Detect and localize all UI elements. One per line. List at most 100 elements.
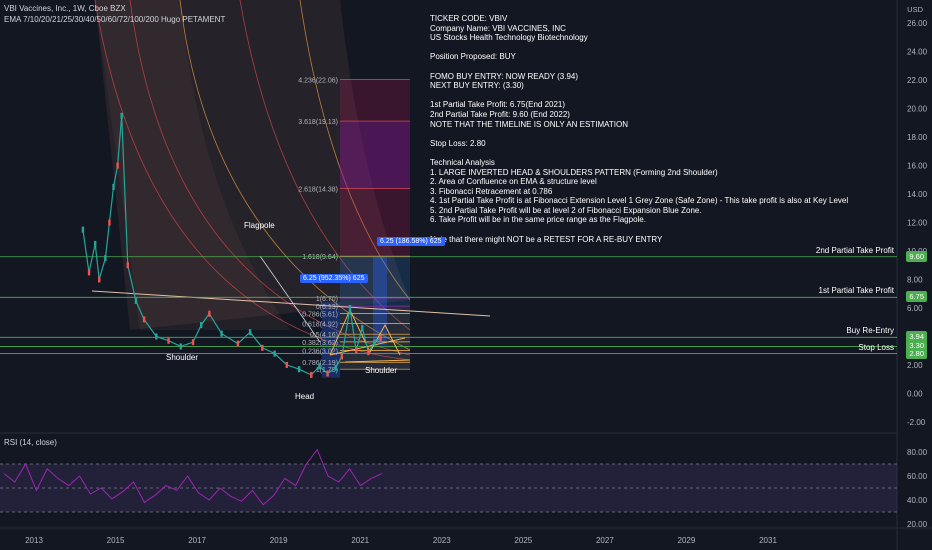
rsi-tick-3: 20.00: [907, 520, 928, 529]
fibonacci-fan-shading: [95, 0, 410, 330]
y-tick-9: 8.00: [907, 276, 923, 285]
y-tick-7: 12.00: [907, 219, 928, 228]
flagpole-pointer-line: [259, 255, 321, 343]
price-candle-16: [199, 322, 203, 329]
head-label: Head: [295, 392, 315, 401]
rsi-tick-2: 40.00: [907, 496, 928, 505]
projection-box-upper-label: 6.25 (186.58%) 625: [377, 237, 445, 246]
price-candle-3: [98, 276, 101, 283]
fib-label-9: 0.382(3.62): [302, 340, 338, 347]
projection-box-upper: [373, 256, 387, 345]
fan-arc-1: [179, 0, 411, 351]
triangle-pattern: [329, 308, 401, 356]
price-candle-29: [340, 353, 344, 360]
level-price-tag-1: 6.75: [906, 291, 927, 303]
fan-arc-3: [299, 0, 411, 301]
y-tick-14: -2.00: [907, 418, 926, 427]
currency-label: USD: [907, 5, 923, 14]
fib-label-2: 2.618(14.38): [298, 187, 338, 194]
price-candle-18: [220, 330, 223, 337]
level-label-2: Buy Re-Entry: [846, 326, 894, 336]
price-candle-2: [93, 240, 97, 247]
shoulder-right-label: Shoulder: [365, 366, 398, 375]
y-tick-12: 2.00: [907, 361, 923, 370]
y-tick-1: 24.00: [907, 48, 928, 57]
fan-arc-0: [94, 0, 411, 361]
fib-label-0: 4.236(22.06): [298, 77, 338, 84]
price-candle-4: [104, 255, 107, 262]
flagpole-label: Flagpole: [244, 221, 275, 230]
price-candle-9: [126, 262, 129, 269]
level-price-tag-4: 2.80: [906, 347, 927, 359]
price-candle-15: [191, 339, 195, 346]
triangle-lower-bound: [344, 359, 411, 363]
price-candle-30: [348, 304, 352, 311]
price-candle-35: [379, 334, 382, 341]
x-tick-0: 2013: [25, 536, 43, 545]
x-tick-6: 2025: [514, 536, 532, 545]
x-tick-1: 2015: [107, 536, 125, 545]
projection-box-lower: [322, 302, 340, 378]
x-tick-2: 2017: [188, 536, 206, 545]
price-candle-12: [155, 333, 158, 340]
level-label-0: 2nd Partial Take Profit: [815, 245, 894, 255]
fib-label-6: 0.786(5.61): [302, 312, 338, 319]
level-label-4: Stop Loss: [858, 342, 894, 352]
price-candle-28: [334, 364, 337, 371]
x-tick-4: 2021: [351, 536, 369, 545]
y-tick-5: 16.00: [907, 162, 928, 171]
rsi-band: [0, 464, 897, 512]
fib-label-3: 1.618(9.64): [302, 254, 338, 261]
price-candle-13: [167, 337, 170, 344]
neckline: [91, 290, 491, 317]
rsi-line: [3, 448, 383, 506]
level-price-tag-0: 9.60: [906, 250, 927, 262]
level-label-1: 1st Partial Take Profit: [818, 286, 894, 296]
price-candle-7: [116, 162, 119, 169]
fib-extension-red-zone: [340, 79, 410, 257]
price-candle-14: [179, 343, 182, 350]
rsi-tick-1: 60.00: [907, 472, 928, 481]
analysis-notes: TICKER CODE: VBIV Company Name: VBI VACC…: [430, 14, 849, 244]
x-tick-9: 2031: [759, 536, 777, 545]
price-candle-24: [297, 366, 301, 373]
level-price-tag-3: 3.30: [906, 340, 927, 352]
x-tick-7: 2027: [596, 536, 614, 545]
price-candle-11: [142, 316, 146, 323]
level-price-tag-2: 3.94: [906, 331, 927, 343]
fib-label-10: 0.236(3.02): [302, 348, 338, 355]
price-candle-17: [208, 310, 211, 317]
price-candle-5: [108, 219, 111, 226]
fib-label-1: 3.618(19.13): [298, 119, 338, 126]
rsi-tick-0: 80.00: [907, 448, 928, 457]
x-tick-3: 2019: [270, 536, 288, 545]
price-candle-6: [112, 183, 115, 190]
ema-indicator-legend: EMA 7/10/20/21/25/30/40/50/60/72/100/200…: [4, 15, 226, 24]
price-candle-33: [367, 349, 370, 356]
price-candle-22: [273, 350, 276, 357]
fan-arc-2: [239, 0, 411, 331]
fib-label-7: 0.618(4.92): [302, 321, 338, 328]
shoulder-left-label: Shoulder: [166, 353, 199, 362]
fan-arc-4: [129, 0, 411, 356]
y-tick-0: 26.00: [907, 19, 928, 28]
y-tick-10: 6.00: [907, 304, 923, 313]
y-tick-2: 22.00: [907, 76, 928, 85]
price-candle-31: [354, 347, 358, 354]
fib-extension-purple-zone: [340, 121, 410, 189]
price-candle-26: [318, 363, 321, 370]
price-candle-8: [120, 112, 123, 119]
price-candle-19: [236, 340, 240, 347]
y-tick-4: 18.00: [907, 133, 928, 142]
x-tick-5: 2023: [433, 536, 451, 545]
fib-label-5: 0(6.13): [316, 304, 338, 311]
chart-symbol-title: VBI Vaccines, Inc., 1W, Cboe BZX: [4, 4, 126, 13]
price-candle-21: [261, 344, 264, 351]
price-candle-25: [310, 371, 313, 378]
fibonacci-fan-inner-shading: [95, 0, 290, 330]
price-candle-32: [361, 324, 364, 331]
projection-box-lower-label: 6.25 (952.35%) 625: [300, 274, 368, 283]
price-series-line: [82, 115, 381, 376]
